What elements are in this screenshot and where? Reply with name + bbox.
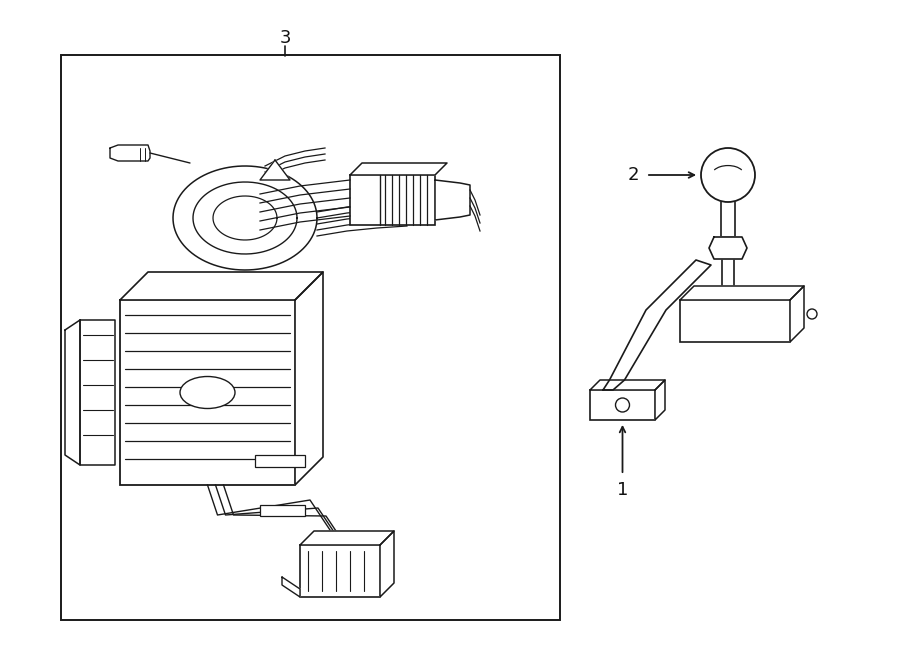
Polygon shape (709, 237, 747, 259)
Polygon shape (282, 577, 300, 597)
Circle shape (807, 309, 817, 319)
Polygon shape (680, 286, 804, 300)
Bar (61, 55, 560, 620)
Ellipse shape (180, 377, 235, 408)
Polygon shape (655, 380, 665, 420)
Polygon shape (65, 320, 80, 465)
Polygon shape (260, 160, 290, 180)
Text: 3: 3 (279, 29, 291, 47)
Polygon shape (350, 163, 447, 175)
Bar (590, 390, 655, 420)
Polygon shape (603, 260, 711, 390)
Text: 1: 1 (616, 481, 628, 499)
Text: 2: 2 (627, 166, 639, 184)
Circle shape (701, 148, 755, 202)
Polygon shape (120, 272, 323, 300)
Polygon shape (435, 180, 470, 220)
Polygon shape (110, 145, 150, 161)
Polygon shape (790, 286, 804, 342)
Polygon shape (380, 531, 394, 597)
Bar (680, 300, 790, 342)
Bar (120, 300, 295, 485)
Bar (255, 455, 305, 467)
Polygon shape (300, 531, 394, 545)
Bar (300, 545, 380, 597)
Circle shape (616, 398, 629, 412)
Polygon shape (295, 272, 323, 485)
Polygon shape (80, 320, 115, 465)
Bar (350, 175, 435, 225)
Polygon shape (590, 380, 665, 390)
Bar (260, 505, 305, 516)
